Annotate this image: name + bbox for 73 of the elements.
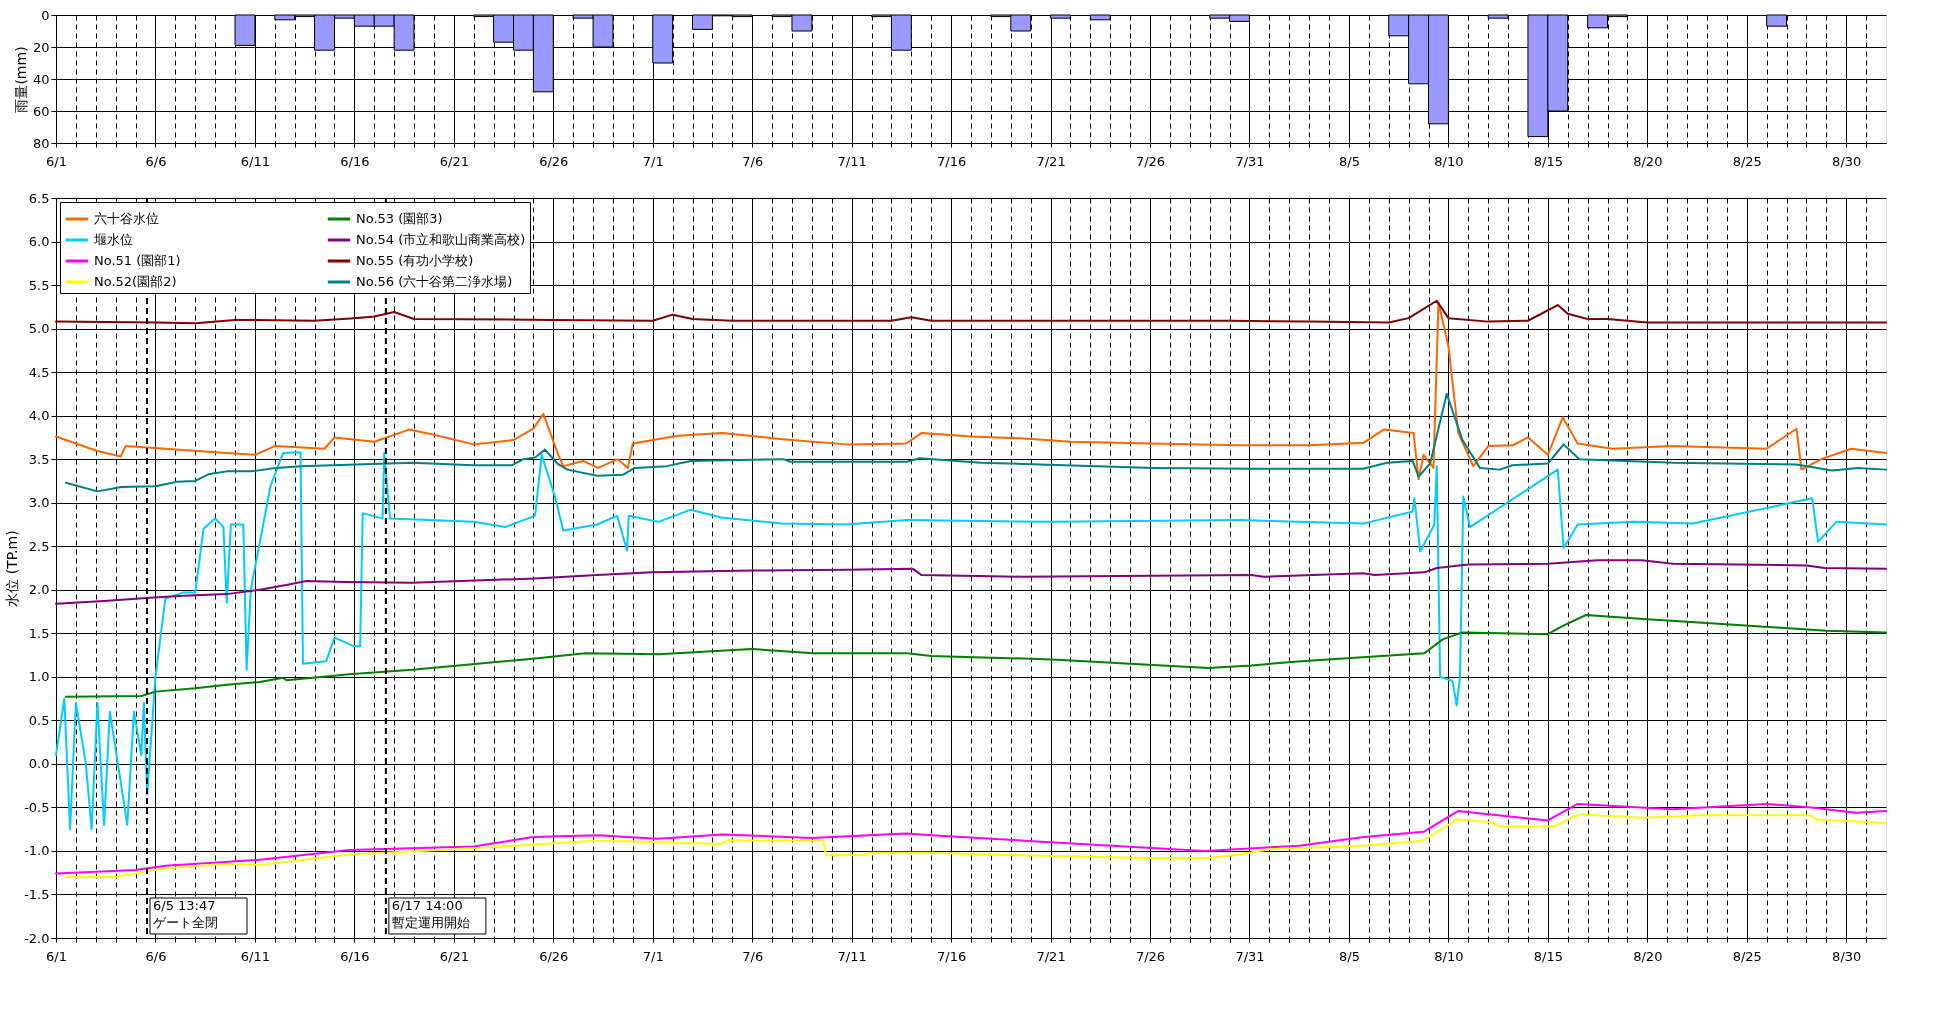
x-tick-label: 7/1 [642,948,664,964]
y-tick-label: 1.0 [28,669,50,685]
x-tick-label: 7/21 [1036,153,1066,169]
y-tick-label: 4.5 [28,364,50,380]
x-tick-label: 8/20 [1633,948,1663,964]
legend-label: No.55 (有功小学校) [356,253,474,268]
x-tick-label: 8/10 [1434,948,1464,964]
x-tick-label: 8/25 [1732,948,1762,964]
y-tick-label: 60 [32,103,50,119]
x-tick-label: 6/6 [145,153,167,169]
x-tick-label: 6/21 [439,948,469,964]
y-tick-label: 20 [32,39,50,55]
x-tick-label: 7/11 [837,948,867,964]
x-tick-label: 7/16 [937,153,967,169]
x-tick-label: 7/31 [1235,948,1265,964]
x-tick-label: 7/6 [742,948,764,964]
x-tick-label: 8/15 [1533,948,1563,964]
x-tick-label: 8/10 [1434,153,1464,169]
y-tick-label: 3.5 [28,451,50,467]
x-tick-label: 6/1 [46,153,67,169]
y-tick-label: 0.0 [28,756,50,772]
x-tick-label: 6/16 [340,153,370,169]
x-tick-label: 6/21 [439,153,469,169]
x-tick-label: 6/11 [240,153,271,169]
y-tick-label: 2.5 [28,538,50,554]
x-tick-label: 8/25 [1732,153,1762,169]
y-tick-label: -2.0 [24,930,50,946]
legend-label: No.53 (園部3) [356,211,443,226]
y-tick-label: 0 [41,7,50,23]
x-tick-label: 7/11 [837,153,867,169]
x-tick-label: 8/20 [1633,153,1663,169]
legend-label: No.56 (六十谷第二浄水場) [356,274,513,289]
y-tick-label: 80 [32,135,50,151]
y-tick-label: -1.5 [24,886,50,902]
x-tick-label: 7/1 [642,153,664,169]
y-tick-label: 4.0 [28,408,50,424]
legend-label: No.51 (園部1) [94,253,181,268]
y-axis-title: 雨量(mm) [12,46,29,113]
x-tick-label: 8/5 [1338,153,1360,169]
x-tick-label: 8/15 [1533,153,1563,169]
x-tick-label: 6/16 [340,948,370,964]
x-tick-label: 7/31 [1235,153,1265,169]
x-tick-label: 8/30 [1832,948,1862,964]
ref-line-label: 6/5 13:47 ゲート全閉 [152,898,218,930]
x-tick-label: 6/6 [145,948,167,964]
y-tick-label: -0.5 [24,799,50,815]
y-tick-label: 6.5 [28,190,50,206]
y-tick-label: 2.0 [28,582,50,598]
y-tick-label: 0.5 [28,712,50,728]
x-tick-label: 6/26 [539,948,569,964]
x-tick-label: 7/16 [937,948,967,964]
legend-label: 堰水位 [93,232,133,247]
x-tick-label: 6/26 [539,153,569,169]
y-tick-label: 5.0 [28,321,50,337]
x-tick-label: 7/21 [1036,948,1066,964]
y-tick-label: 40 [32,71,50,87]
y-tick-label: -1.0 [24,843,50,859]
x-tick-label: 7/6 [742,153,764,169]
x-tick-label: 6/1 [46,948,67,964]
y-tick-label: 1.5 [28,625,50,641]
y-tick-label: 5.5 [28,277,50,293]
legend-label: No.52(園部2) [94,274,177,289]
x-tick-label: 8/30 [1832,153,1862,169]
y-tick-label: 6.0 [28,234,50,250]
legend-label: No.54 (市立和歌山商業高校) [356,232,526,247]
legend-label: 六十谷水位 [94,211,159,226]
x-tick-label: 6/11 [240,948,271,964]
x-tick-label: 8/5 [1338,948,1360,964]
x-tick-label: 7/26 [1135,153,1166,169]
y-tick-label: 3.0 [28,495,50,511]
y-axis-title: 水位 (TP.m) [4,530,21,607]
ref-line-label: 6/17 14:00 暫定運用開始 [391,898,470,930]
x-tick-label: 7/26 [1135,948,1166,964]
